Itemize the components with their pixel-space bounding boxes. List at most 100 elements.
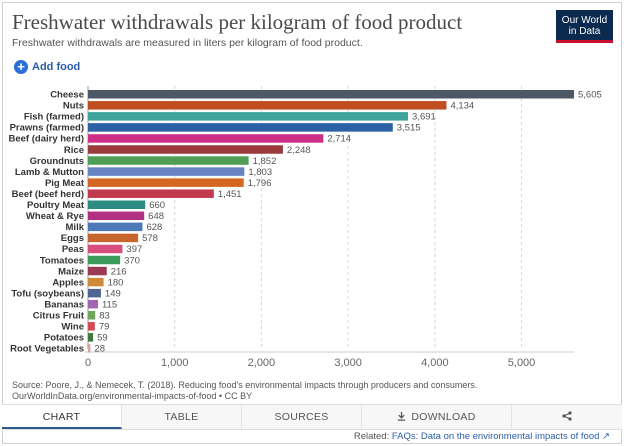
category-label: Cheese	[50, 90, 84, 101]
value-label: 628	[146, 222, 162, 233]
add-food-label: Add food	[32, 61, 81, 73]
category-label: Wine	[61, 322, 84, 333]
category-label: Milk	[66, 222, 85, 233]
category-label: Tofu (soybeans)	[11, 288, 84, 299]
source-line-2[interactable]: OurWorldInData.org/environmental-impacts…	[12, 391, 253, 401]
bar[interactable]	[88, 244, 123, 254]
bar[interactable]	[88, 90, 574, 99]
source-line-1: Source: Poore, J., & Nemecek, T. (2018).…	[12, 380, 478, 390]
category-label: Tomatoes	[40, 255, 84, 266]
bar[interactable]	[88, 200, 146, 210]
bar[interactable]	[88, 255, 121, 265]
chart-subtitle: Freshwater withdrawals are measured in l…	[12, 37, 363, 49]
category-label: Wheat & Rye	[26, 211, 84, 222]
value-label: 4,134	[450, 101, 474, 112]
bar[interactable]	[88, 277, 104, 287]
value-label: 578	[142, 233, 158, 244]
value-label: 1,451	[218, 189, 242, 200]
category-label: Eggs	[61, 233, 84, 244]
bar[interactable]	[88, 344, 91, 353]
value-label: 83	[99, 311, 110, 322]
bar[interactable]	[88, 211, 145, 221]
value-label: 3,515	[397, 123, 421, 134]
tab-download[interactable]: DOWNLOAD	[362, 405, 512, 429]
share-icon	[562, 411, 572, 421]
bar[interactable]	[88, 299, 98, 309]
related-link-row: Related: FAQs: Data on the environmental…	[354, 431, 610, 442]
category-label: Beef (dairy herd)	[9, 134, 85, 145]
bar[interactable]	[88, 288, 101, 298]
category-label: Maize	[58, 266, 84, 277]
bar[interactable]	[88, 189, 214, 198]
add-food-button[interactable]: + Add food	[14, 60, 80, 74]
bar[interactable]	[88, 167, 245, 176]
category-label: Rice	[64, 145, 84, 156]
owid-logo[interactable]: Our World in Data	[556, 10, 613, 43]
value-label: 1,803	[248, 167, 272, 178]
logo-line-1: Our World	[561, 15, 608, 26]
bar[interactable]	[88, 112, 409, 121]
bar[interactable]	[88, 134, 324, 143]
value-label: 660	[149, 200, 165, 211]
category-label: Beef (beef herd)	[12, 189, 84, 200]
category-label: Peas	[62, 244, 84, 255]
category-label: Potatoes	[44, 333, 84, 344]
value-label: 2,714	[327, 134, 351, 145]
logo-line-2: in Data	[568, 26, 601, 37]
bar[interactable]	[88, 222, 143, 232]
category-label: Root Vegetables	[10, 344, 84, 355]
tab-share[interactable]	[512, 405, 622, 429]
value-label: 149	[105, 288, 121, 299]
tab-table[interactable]: TABLE	[122, 405, 242, 429]
plus-circle-icon: +	[14, 60, 28, 74]
value-label: 1,796	[248, 178, 272, 189]
bar[interactable]	[88, 266, 107, 276]
external-link-icon: ↗	[602, 431, 610, 442]
tab-bar: CHART TABLE SOURCES DOWNLOAD	[2, 404, 622, 430]
value-label: 648	[148, 211, 164, 222]
value-label: 79	[99, 322, 110, 333]
value-label: 5,605	[578, 90, 602, 101]
category-label: Bananas	[44, 299, 84, 310]
value-label: 59	[97, 333, 108, 344]
bar[interactable]	[88, 322, 95, 331]
x-tick-label: 5,000	[508, 357, 536, 369]
category-label: Groundnuts	[30, 156, 84, 167]
x-tick-label: 0	[85, 357, 91, 369]
value-label: 3,691	[412, 112, 436, 123]
x-tick-label: 1,000	[161, 357, 189, 369]
tab-sources[interactable]: SOURCES	[242, 405, 362, 429]
bar[interactable]	[88, 178, 244, 187]
bar[interactable]	[88, 233, 139, 243]
category-label: Apples	[52, 277, 84, 288]
x-tick-label: 3,000	[334, 357, 362, 369]
category-label: Poultry Meat	[27, 200, 85, 211]
related-faq-link[interactable]: FAQs: Data on the environmental impacts …	[391, 431, 600, 442]
tab-download-label: DOWNLOAD	[411, 411, 476, 423]
download-icon	[398, 412, 406, 421]
category-label: Citrus Fruit	[33, 311, 85, 322]
category-label: Pig Meat	[45, 178, 85, 189]
x-tick-label: 4,000	[421, 357, 449, 369]
category-label: Lamb & Mutton	[15, 167, 84, 178]
related-prefix: Related:	[353, 431, 390, 442]
bar[interactable]	[88, 156, 249, 165]
value-label: 216	[111, 266, 127, 277]
value-label: 28	[94, 344, 105, 355]
chart-title: Freshwater withdrawals per kilogram of f…	[12, 10, 463, 34]
bar[interactable]	[88, 311, 96, 320]
category-label: Nuts	[63, 101, 84, 112]
bar[interactable]	[88, 101, 447, 110]
source-note: Source: Poore, J., & Nemecek, T. (2018).…	[12, 380, 477, 402]
bar[interactable]	[88, 145, 283, 154]
value-label: 180	[108, 277, 124, 288]
category-label: Prawns (farmed)	[10, 123, 84, 134]
value-label: 2,248	[287, 145, 311, 156]
bar-chart: 0 1,000 2,000 3,000 4,000 5,000 Cheese 5,605 Nut…	[9, 86, 602, 369]
bar[interactable]	[88, 123, 393, 132]
bar[interactable]	[88, 333, 94, 342]
tab-chart[interactable]: CHART	[2, 405, 122, 429]
value-label: 115	[102, 299, 117, 310]
value-label: 1,852	[253, 156, 277, 167]
x-tick-label: 2,000	[248, 357, 276, 369]
